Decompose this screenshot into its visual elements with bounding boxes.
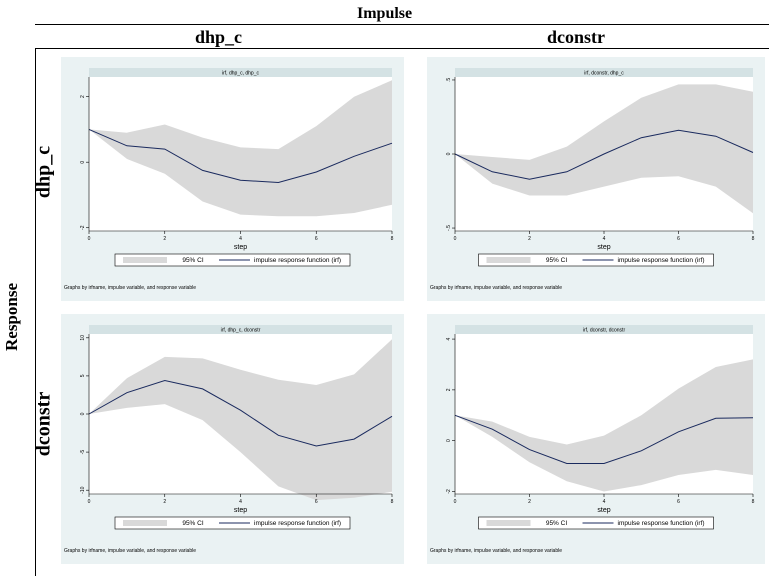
y-tick-label: 2	[446, 388, 452, 391]
response-header: Response	[2, 282, 21, 352]
x-tick-label: 2	[528, 499, 531, 505]
x-tick-label: 6	[315, 236, 318, 242]
irf-panel-dhp-c-dhp-c: irf, dhp_c, dhp_c -2 0 2 0 2 4 6 8 step 95% CI impu…	[61, 57, 404, 301]
legend-ci-swatch	[486, 257, 531, 263]
legend-ci-swatch	[486, 520, 531, 526]
legend-ci-label: 95% CI	[546, 257, 568, 264]
irf-line	[454, 129, 754, 180]
footnote: Graphs by irfname, impulse variable, and…	[430, 285, 563, 291]
x-tick-label: 0	[88, 236, 91, 242]
legend-irf-label: impulse response function (irf)	[254, 520, 341, 527]
x-tick-label: 0	[88, 499, 91, 505]
y-tick-label: .5	[446, 78, 452, 82]
column-label-dhp-c: dhp_c	[195, 27, 243, 47]
response-rule	[35, 48, 36, 576]
x-tick-label: 4	[239, 236, 242, 242]
column-label-dconstr: dconstr	[547, 27, 605, 47]
y-tick-label: -.5	[446, 225, 452, 231]
x-tick-label: 6	[315, 499, 318, 505]
y-tick-label: 0	[80, 412, 86, 415]
x-tick-label: 0	[454, 499, 457, 505]
irf-chart-1: irf, dhp_c, dhp_c -2 0 2 0 2 4 6 8 step 95% CI impu…	[80, 68, 394, 267]
irf-panel-dhp-c-dconstr: irf, dhp_c, dconstr -10 -5 0 5 10 0 2 4 6 8 step 95%…	[61, 314, 404, 564]
title-band	[89, 68, 392, 77]
x-tick-label: 8	[391, 236, 394, 242]
chart-title: irf, dhp_c, dconstr	[221, 328, 261, 334]
x-tick-label: 6	[677, 236, 680, 242]
column-rule	[35, 48, 769, 49]
impulse-rule	[35, 24, 769, 25]
x-tick-label: 4	[603, 499, 606, 505]
irf-line	[88, 379, 393, 447]
x-tick-label: 2	[163, 236, 166, 242]
x-axis-label: step	[597, 507, 610, 514]
ci-band	[455, 84, 753, 214]
x-tick-label: 8	[391, 499, 394, 505]
legend-ci-swatch	[123, 520, 167, 526]
title-band	[455, 325, 753, 334]
y-tick-label: 10	[80, 335, 86, 341]
chart-title: irf, dhp_c, dhp_c	[222, 71, 259, 77]
ci-band	[89, 80, 392, 217]
title-band	[89, 325, 392, 334]
legend-ci-label: 95% CI	[182, 257, 204, 264]
legend-ci-label: 95% CI	[546, 520, 568, 527]
y-tick-label: 0	[446, 439, 452, 442]
y-tick-label: -10	[80, 486, 86, 493]
x-tick-label: 8	[752, 236, 755, 242]
ci-band	[455, 359, 753, 492]
y-tick-label: -2	[80, 225, 86, 230]
chart-title: irf, dconstr, dconstr	[583, 328, 626, 334]
footnote: Graphs by irfname, impulse variable, and…	[64, 285, 197, 291]
irf-line	[88, 128, 393, 184]
x-tick-label: 4	[239, 499, 242, 505]
legend-irf-label: impulse response function (irf)	[254, 257, 341, 264]
legend-irf-label: impulse response function (irf)	[618, 257, 705, 264]
legend-ci-swatch	[123, 257, 167, 263]
x-axis-label: step	[234, 507, 247, 514]
irf-panel-dconstr-dconstr: irf, dconstr, dconstr -2 0 2 4 0 2 4 6 8 step 95% C…	[427, 314, 765, 564]
y-tick-label: 4	[446, 337, 452, 340]
irf-line	[454, 414, 754, 464]
y-tick-label: -5	[80, 450, 86, 455]
y-tick-label: 0	[446, 152, 452, 155]
legend-irf-label: impulse response function (irf)	[618, 520, 705, 527]
x-axis-label: step	[597, 244, 610, 251]
y-tick-label: 2	[80, 95, 86, 98]
irf-panel-dconstr-dhp-c: irf, dconstr, dhp_c -.5 0.5 0 2 4 6 8 step 95% CI…	[427, 57, 765, 301]
x-axis-label: step	[234, 244, 247, 251]
x-tick-label: 2	[163, 499, 166, 505]
footnote: Graphs by irfname, impulse variable, and…	[64, 548, 197, 554]
x-tick-label: 6	[677, 499, 680, 505]
irf-chart-3: irf, dhp_c, dconstr -10 -5 0 5 10 0 2 4 6 8 step 95%…	[80, 325, 394, 530]
row-label-dhp-c: dhp_c	[32, 145, 55, 199]
y-tick-label: -2	[446, 489, 452, 494]
footnote: Graphs by irfname, impulse variable, and…	[430, 548, 563, 554]
row-label-dconstr: dconstr	[32, 391, 55, 457]
x-tick-label: 8	[752, 499, 755, 505]
impulse-header: Impulse	[357, 5, 413, 22]
chart-title: irf, dconstr, dhp_c	[584, 71, 624, 77]
x-tick-label: 2	[528, 236, 531, 242]
legend-ci-label: 95% CI	[182, 520, 204, 527]
x-tick-label: 0	[454, 236, 457, 242]
x-tick-label: 4	[603, 236, 606, 242]
y-tick-label: 5	[80, 374, 86, 377]
y-tick-label: 0	[80, 161, 86, 164]
title-band	[455, 68, 753, 77]
ci-band	[89, 339, 392, 501]
